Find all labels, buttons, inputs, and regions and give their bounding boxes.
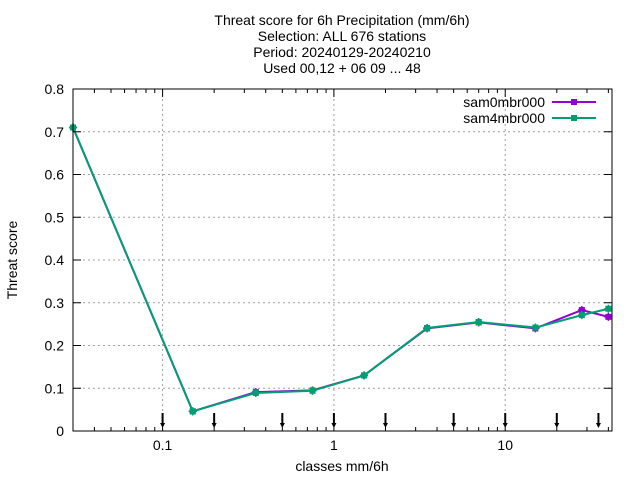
title-line-3: Period: 20240129-20240210 bbox=[253, 44, 431, 60]
y-tick-label: 0.2 bbox=[45, 338, 65, 354]
y-tick-label: 0.5 bbox=[45, 209, 65, 225]
title-line-2: Selection: ALL 676 stations bbox=[258, 28, 426, 44]
series-line-sam4mbr000 bbox=[72, 127, 609, 413]
threshold-marker-head bbox=[211, 423, 217, 428]
legend-label-sam4mbr000: sam4mbr000 bbox=[463, 110, 545, 126]
y-axis-title: Threat score bbox=[4, 220, 20, 299]
title-line-4: Used 00,12 + 06 09 ... 48 bbox=[263, 60, 421, 76]
chart-title: Threat score for 6h Precipitation (mm/6h… bbox=[214, 12, 469, 76]
y-tick-label: 0.3 bbox=[45, 295, 65, 311]
y-tick-label: 0.7 bbox=[45, 124, 65, 140]
threshold-markers bbox=[160, 413, 601, 428]
threshold-marker-head bbox=[279, 423, 285, 428]
legend-marker-sam4mbr000 bbox=[571, 115, 577, 121]
y-tick-label: 0.1 bbox=[45, 380, 65, 396]
threshold-marker-head bbox=[554, 423, 560, 428]
axis-ticks bbox=[73, 88, 612, 432]
threshold-marker-head bbox=[595, 423, 601, 428]
x-axis-title: classes mm/6h bbox=[295, 458, 388, 474]
legend-marker-sam0mbr000 bbox=[571, 99, 577, 105]
plot-series bbox=[69, 123, 613, 416]
x-tick-label: 1 bbox=[330, 437, 338, 453]
series-line-sam0mbr000 bbox=[72, 127, 609, 413]
x-tick-label: 10 bbox=[497, 437, 513, 453]
y-tick-label: 0.8 bbox=[45, 81, 65, 97]
threshold-marker-head bbox=[382, 423, 388, 428]
y-tick-label: 0.4 bbox=[45, 252, 65, 268]
legend-label-sam0mbr000: sam0mbr000 bbox=[463, 94, 545, 110]
threshold-marker-head bbox=[451, 423, 457, 428]
grid bbox=[73, 89, 612, 431]
title-line-1: Threat score for 6h Precipitation (mm/6h… bbox=[214, 12, 469, 28]
y-tick-label: 0 bbox=[56, 423, 64, 439]
tick-labels: 0 0.1 0.2 0.3 0.4 0.5 0.6 0.7 0.8 0.1 1 10 bbox=[45, 81, 514, 453]
x-tick-label: 0.1 bbox=[153, 437, 173, 453]
y-tick-label: 0.6 bbox=[45, 167, 65, 183]
